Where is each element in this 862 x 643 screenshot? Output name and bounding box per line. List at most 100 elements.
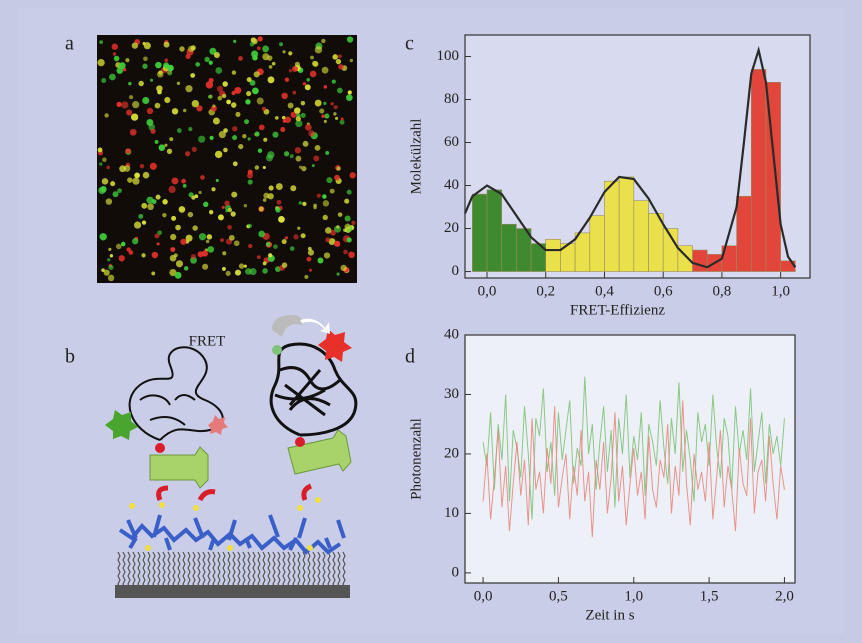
- cell-dot: [185, 85, 193, 93]
- lipid: [337, 551, 341, 593]
- cell-dot: [116, 101, 122, 107]
- y-tick-label: 40: [444, 177, 459, 193]
- cell-dot: [244, 119, 250, 125]
- cell-dot: [254, 131, 260, 137]
- cell-dot: [246, 91, 252, 97]
- cell-dot: [238, 263, 245, 269]
- cell-dot: [291, 65, 298, 72]
- cell-dot: [125, 58, 130, 63]
- cell-dot: [155, 61, 162, 69]
- cell-dot: [215, 178, 219, 183]
- panel-label: c: [405, 33, 414, 55]
- cell-dot: [155, 194, 161, 200]
- cell-dot: [257, 148, 263, 153]
- cell-dot: [217, 95, 223, 101]
- trace: [482, 400, 785, 538]
- cell-dot: [234, 86, 242, 94]
- cell-dot: [337, 212, 343, 217]
- cell-dot: [316, 193, 321, 198]
- cell-dot: [116, 67, 124, 74]
- cell-dot: [295, 116, 301, 122]
- cell-dot: [267, 76, 275, 84]
- cell-dot: [107, 258, 111, 262]
- y-tick-label: 20: [444, 220, 459, 236]
- cell-dot: [300, 112, 306, 118]
- cell-dot: [225, 209, 229, 213]
- cell-dot: [322, 200, 330, 207]
- cell-dot: [319, 108, 325, 114]
- cell-dot: [297, 226, 301, 230]
- lipid: [327, 551, 331, 593]
- cell-dot: [171, 108, 179, 115]
- cell-dot: [198, 135, 206, 143]
- cell-dot: [243, 204, 248, 208]
- lipid: [242, 551, 246, 593]
- cell-dot: [344, 223, 351, 230]
- cell-dot: [336, 87, 343, 94]
- cell-dot: [243, 264, 247, 268]
- y-tick-label: 60: [444, 134, 459, 150]
- cell-dot: [314, 46, 323, 54]
- bar: [486, 189, 503, 272]
- cell-dot: [142, 63, 148, 69]
- cell-dot: [190, 45, 196, 51]
- cell-dot: [174, 271, 182, 279]
- x-tick-label: 0,0: [478, 283, 497, 299]
- cell-dot: [262, 165, 266, 170]
- cell-dot: [232, 126, 238, 132]
- cell-dot: [275, 207, 281, 213]
- lipid: [222, 551, 226, 593]
- cell-dot: [306, 256, 312, 262]
- cell-dot: [169, 254, 177, 262]
- lipid: [182, 551, 186, 593]
- cell-dot: [304, 123, 312, 131]
- cell-dot: [344, 198, 350, 204]
- cell-dot: [246, 77, 252, 83]
- cell-dot: [333, 112, 337, 116]
- label-dot: [295, 437, 305, 447]
- cell-dot: [196, 105, 203, 112]
- cell-dot: [154, 233, 160, 239]
- cell-dot: [288, 51, 293, 56]
- cell-dot: [290, 111, 297, 118]
- cell-dot: [130, 113, 139, 121]
- cell-dot: [99, 233, 107, 241]
- cell-dot: [247, 223, 252, 228]
- lipid: [287, 551, 291, 593]
- lipid: [317, 551, 321, 593]
- lipid: [257, 551, 261, 593]
- cell-dot: [100, 186, 107, 193]
- lipid: [167, 551, 171, 593]
- cell-dot: [304, 274, 309, 280]
- cell-dot: [121, 101, 129, 109]
- cell-dot: [223, 147, 228, 153]
- linker-dots: [129, 497, 321, 551]
- x-tick-label: 0,0: [474, 588, 493, 604]
- cell-dot: [157, 89, 162, 95]
- cell-dot: [158, 70, 163, 75]
- lipid: [177, 551, 181, 593]
- cell-dot: [104, 113, 109, 118]
- linker: [156, 483, 313, 502]
- lipid: [197, 551, 201, 593]
- cell-dot: [207, 246, 215, 253]
- cell-dot: [275, 183, 283, 191]
- cell-dot: [328, 238, 336, 246]
- cell-dot: [195, 62, 201, 67]
- cell-dot: [192, 225, 198, 231]
- cell-dot: [163, 62, 170, 69]
- lipid: [152, 551, 156, 593]
- y-tick-label: 10: [444, 505, 459, 521]
- cell-dot: [222, 251, 227, 256]
- cell-dot: [262, 53, 270, 61]
- bar: [736, 195, 752, 272]
- x-tick-label: 1,0: [624, 588, 643, 604]
- cell-dot: [169, 137, 174, 142]
- cell-dot: [216, 85, 224, 93]
- cell-dot: [126, 109, 133, 116]
- cell-dot: [162, 199, 168, 205]
- cell-dot: [103, 269, 110, 276]
- cell-dot: [231, 191, 238, 198]
- label-dot: [155, 443, 165, 453]
- cell-dot: [231, 70, 237, 75]
